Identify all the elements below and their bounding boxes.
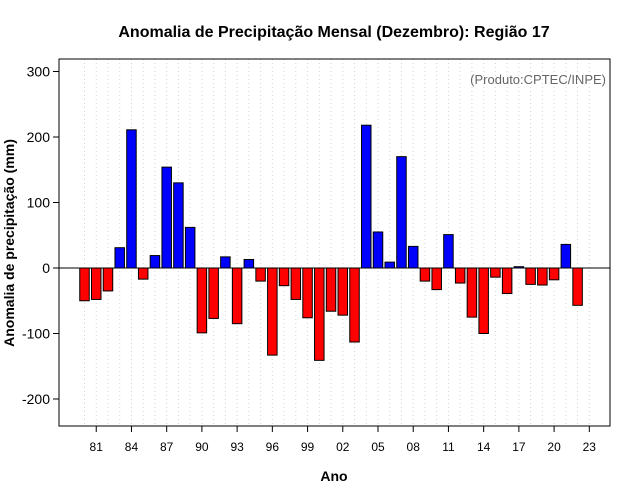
bar-1992	[220, 256, 231, 269]
bar-2019	[537, 267, 548, 286]
bar-1982	[102, 267, 114, 292]
x-tick-label: 96	[266, 440, 280, 454]
x-tick-label: 93	[230, 440, 244, 454]
x-tick-label: 23	[583, 440, 597, 454]
y-axis: -200 -100 0 100 200 300	[22, 64, 59, 407]
bar-2010	[431, 267, 442, 291]
bar-1987	[161, 166, 172, 269]
bar-1983	[114, 247, 125, 269]
bar-2021	[560, 243, 572, 269]
bars	[79, 124, 583, 361]
bar-2014	[478, 267, 489, 334]
bar-2020	[548, 267, 560, 281]
y-axis-label: Anomalia de precipitação (mm)	[1, 139, 17, 347]
x-axis-label: Ano	[320, 468, 347, 484]
bar-1990	[196, 267, 208, 334]
bar-2012	[454, 267, 466, 284]
y-tick-label: 300	[27, 64, 51, 80]
bar-2011	[443, 234, 454, 269]
x-tick-label: 87	[160, 440, 174, 454]
bar-2003	[349, 267, 360, 343]
bar-1985	[137, 267, 149, 280]
x-tick-label: 99	[301, 440, 315, 454]
x-tick-label: 17	[512, 440, 526, 454]
y-tick-label: 0	[42, 260, 50, 276]
bar-1996	[267, 267, 278, 356]
y-tick-label: 200	[27, 129, 51, 145]
bar-1994	[243, 258, 255, 269]
y-tick-label: -200	[22, 391, 50, 407]
x-tick-label: 02	[336, 440, 350, 454]
x-tick-label: 08	[407, 440, 421, 454]
x-tick-label: 84	[125, 440, 139, 454]
bar-1989	[184, 226, 196, 269]
bar-1993	[231, 267, 243, 325]
x-tick-label: 81	[90, 440, 104, 454]
bar-2016	[501, 267, 513, 295]
bar-2009	[419, 267, 431, 282]
bar-2005	[372, 231, 384, 269]
bar-1988	[173, 182, 184, 269]
y-tick-label: -100	[22, 326, 50, 342]
bar-2008	[407, 245, 419, 269]
bar-1986	[149, 255, 161, 269]
x-tick-label: 90	[195, 440, 209, 454]
bar-1995	[255, 267, 266, 282]
bar-2000	[314, 267, 325, 361]
source-note: (Produto:CPTEC/INPE)	[470, 72, 606, 87]
bar-1997	[278, 267, 290, 287]
bar-2013	[466, 267, 478, 318]
bar-1991	[208, 267, 219, 319]
plot-frame	[58, 58, 611, 427]
bar-2002	[337, 267, 349, 316]
bar-2022	[572, 267, 583, 306]
x-tick-label: 20	[547, 440, 561, 454]
bar-1998	[290, 267, 302, 300]
bar-2001	[325, 267, 337, 312]
bar-2004	[361, 124, 372, 269]
chart-title: Anomalia de Precipitação Mensal (Dezembr…	[118, 24, 549, 41]
bar-1981	[90, 267, 102, 300]
bar-1984	[126, 129, 137, 269]
x-tick-label: 14	[477, 440, 491, 454]
bar-2006	[384, 261, 395, 269]
x-tick-label: 05	[371, 440, 385, 454]
x-tick-label: 11	[442, 440, 455, 454]
bar-2015	[490, 267, 501, 278]
grid-lines	[84, 59, 590, 426]
bar-1980	[79, 267, 90, 302]
bar-1999	[302, 267, 313, 319]
x-axis: 81 84 87 90 93 96 99 02 05 08 11 14 17 20 23	[90, 426, 597, 454]
bar-2018	[525, 267, 536, 285]
bar-2007	[396, 156, 407, 269]
y-tick-label: 100	[27, 195, 51, 211]
